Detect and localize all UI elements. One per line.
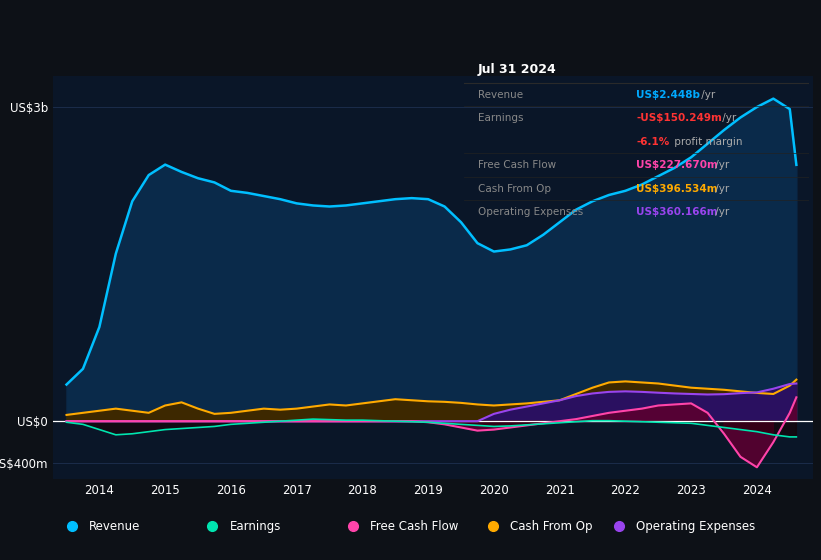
Text: US$360.166m: US$360.166m [636,207,718,217]
Text: Operating Expenses: Operating Expenses [478,207,583,217]
Text: US$2.448b: US$2.448b [636,90,700,100]
Text: profit margin: profit margin [671,137,742,147]
Text: /yr: /yr [712,184,729,194]
Text: -US$150.249m: -US$150.249m [636,113,722,123]
Text: /yr: /yr [712,160,729,170]
Text: Free Cash Flow: Free Cash Flow [369,520,458,533]
Text: Cash From Op: Cash From Op [478,184,551,194]
Text: Revenue: Revenue [478,90,523,100]
Text: Free Cash Flow: Free Cash Flow [478,160,556,170]
Text: Jul 31 2024: Jul 31 2024 [478,63,557,76]
Text: US$227.670m: US$227.670m [636,160,718,170]
Text: Earnings: Earnings [478,113,523,123]
Text: Earnings: Earnings [230,520,281,533]
Text: /yr: /yr [699,90,716,100]
Text: US$396.534m: US$396.534m [636,184,718,194]
Text: Revenue: Revenue [89,520,140,533]
Text: /yr: /yr [719,113,736,123]
Text: /yr: /yr [712,207,729,217]
Text: Operating Expenses: Operating Expenses [636,520,755,533]
Text: -6.1%: -6.1% [636,137,669,147]
Text: Cash From Op: Cash From Op [511,520,593,533]
